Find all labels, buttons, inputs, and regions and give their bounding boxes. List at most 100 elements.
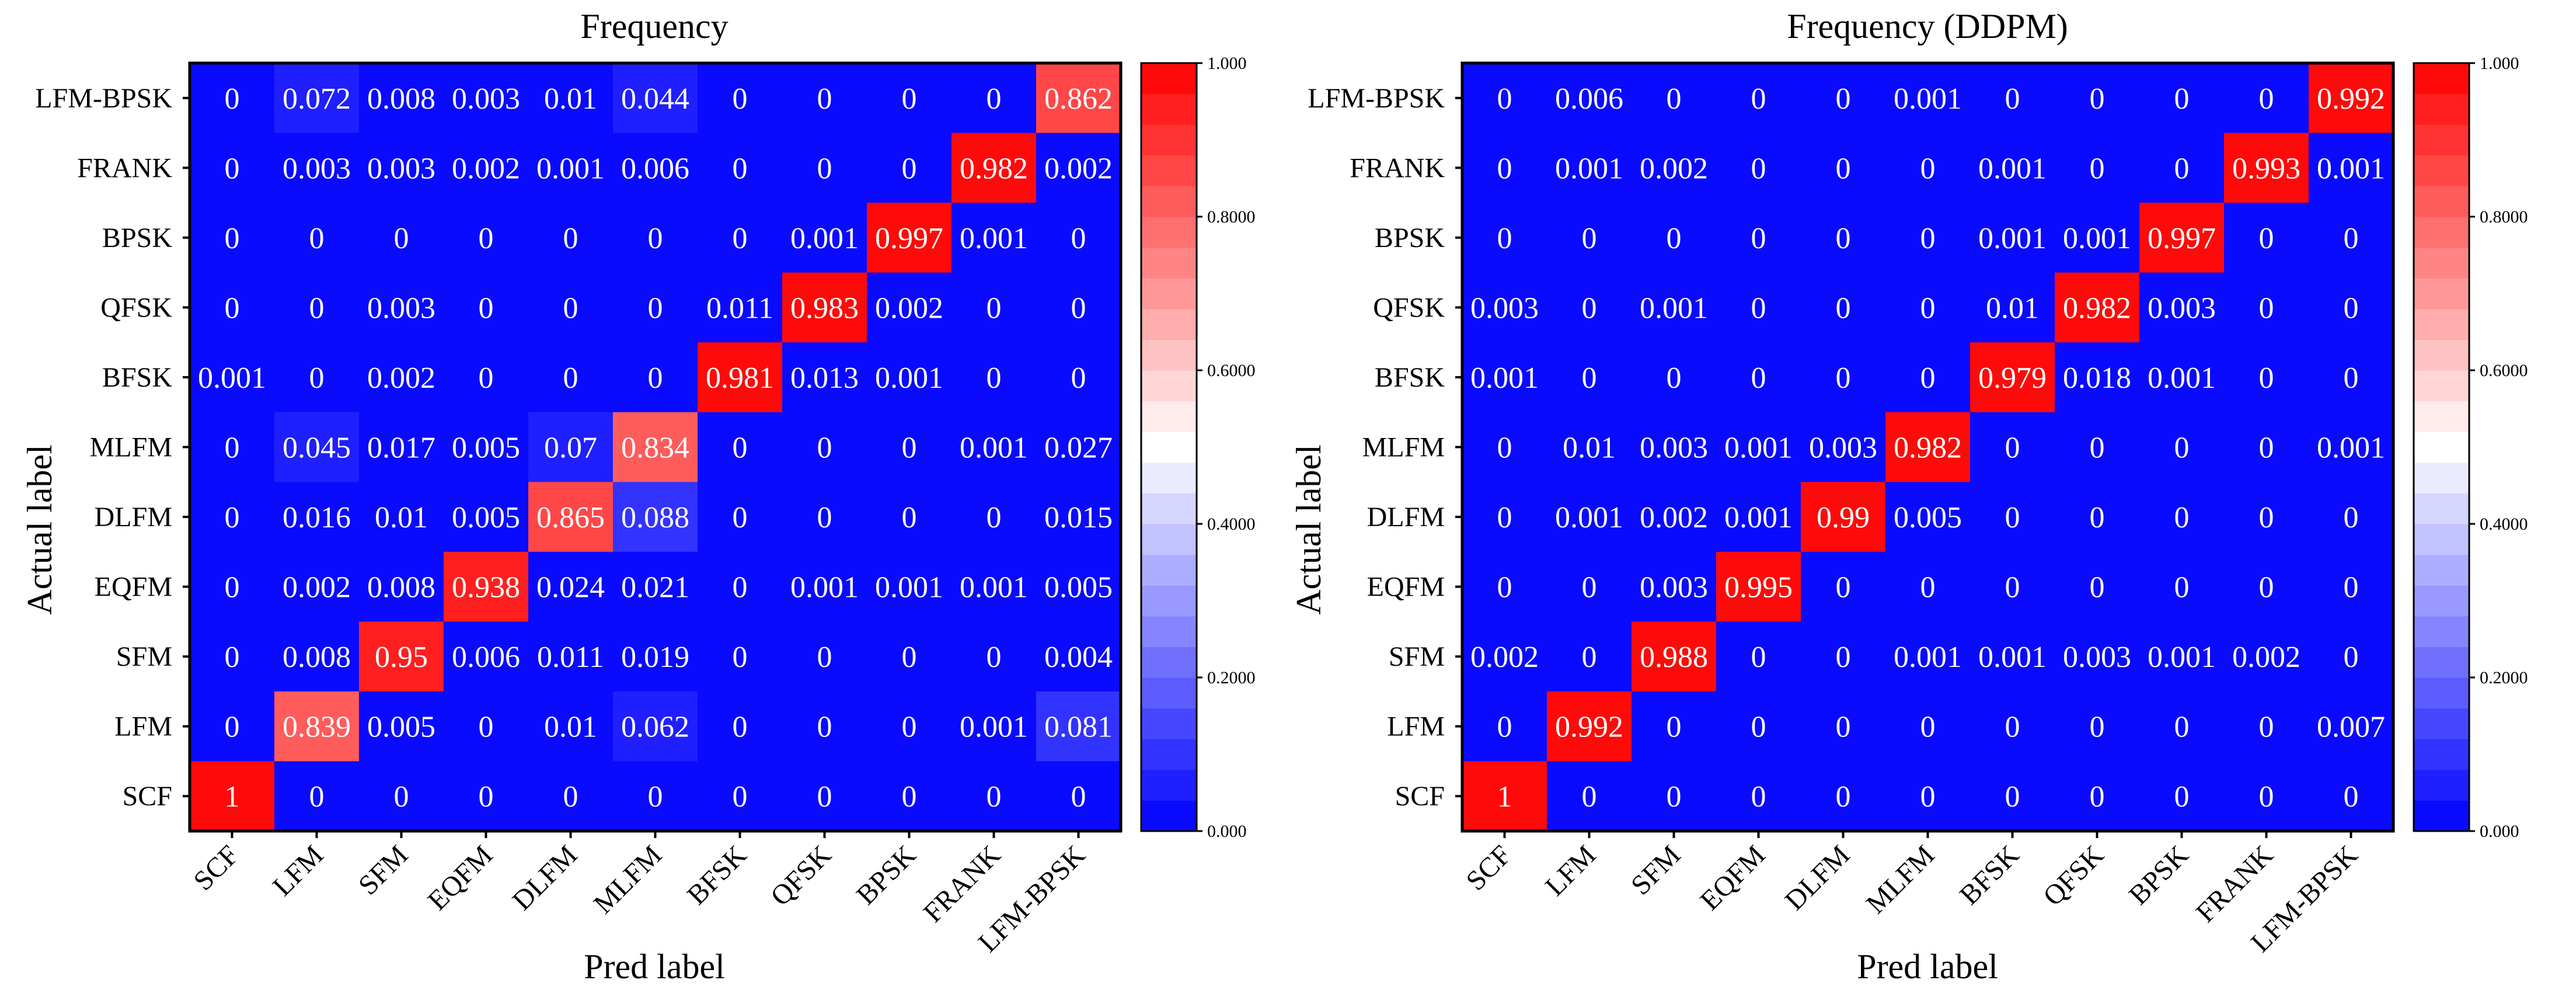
heatmap-cell xyxy=(444,482,529,552)
cell-value-label: 0 xyxy=(817,432,832,465)
heatmap-cell xyxy=(867,691,952,762)
heatmap-cell xyxy=(2224,551,2309,622)
heatmap-cell xyxy=(951,63,1037,134)
heatmap-cell xyxy=(190,761,275,832)
heatmap-cell xyxy=(2309,761,2394,832)
colorbar-band xyxy=(1141,217,1197,248)
cell-value-label: 0.003 xyxy=(1809,432,1877,465)
cell-value-label: 0 xyxy=(2090,82,2105,116)
cell-value-label: 0 xyxy=(225,641,240,674)
cell-value-label: 0 xyxy=(1836,711,1851,744)
cell-value-label: 0 xyxy=(563,362,578,395)
heatmap-cell xyxy=(951,482,1037,552)
heatmap-cell xyxy=(2309,203,2394,273)
cell-value-label: 0.865 xyxy=(536,501,605,534)
heatmap-cell xyxy=(2309,551,2394,622)
heatmap-cell xyxy=(613,551,698,622)
heatmap-cell xyxy=(359,342,444,413)
colorbar-band xyxy=(1141,308,1197,340)
cell-value-label: 0.003 xyxy=(452,82,520,116)
cell-value-label: 0 xyxy=(1920,362,1936,395)
colorbar-band xyxy=(2414,93,2469,125)
cell-value-label: 0 xyxy=(2005,501,2020,534)
cell-value-label: 0 xyxy=(2174,82,2190,116)
colorbar-tick-label: 0.000 xyxy=(1207,822,1247,841)
y-tick-label: FRANK xyxy=(1350,152,1445,183)
heatmap-cell xyxy=(2055,691,2140,762)
cell-value-label: 0 xyxy=(1751,641,1766,674)
heatmap-cell xyxy=(2224,412,2309,482)
colorbar-band xyxy=(1141,739,1197,770)
colorbar-band xyxy=(2414,401,2469,432)
cell-value-label: 0 xyxy=(1497,432,1512,465)
heatmap-cell xyxy=(1970,412,2055,482)
heatmap-cell xyxy=(1632,482,1717,552)
colorbar-band xyxy=(2414,554,2469,586)
cell-value-label: 0 xyxy=(2259,432,2274,465)
heatmap-cell xyxy=(1632,63,1717,134)
y-tick-labels: LFM-BPSK FRANK BPSK QFSK BFSK MLFM DLFM EQFM SFM… xyxy=(35,83,190,812)
cell-value-label: 0 xyxy=(1071,222,1086,255)
cell-value-label: 0 xyxy=(394,222,409,255)
heatmap-cell xyxy=(2224,203,2309,273)
heatmap-cell xyxy=(782,482,867,552)
heatmap-cell xyxy=(2139,761,2225,832)
cell-value-label: 0 xyxy=(2259,780,2274,814)
heatmap-cell xyxy=(528,691,614,762)
cell-value-label: 0 xyxy=(1071,291,1086,325)
y-tick-label: QFSK xyxy=(100,292,172,323)
cell-value-label: 0 xyxy=(2090,571,2105,604)
cell-value-label: 0.006 xyxy=(452,641,520,674)
cell-value-label: 0 xyxy=(2344,780,2359,814)
colorbar-band xyxy=(1141,616,1197,647)
y-tick-label: LFM-BPSK xyxy=(1308,83,1445,114)
heatmap-cell xyxy=(951,342,1037,413)
heatmap-cell xyxy=(1632,691,1717,762)
heatmap-cell xyxy=(1462,342,1547,413)
heatmap-cell xyxy=(274,412,360,482)
heatmap-cell xyxy=(274,63,360,134)
heatmap-cell xyxy=(1036,63,1121,134)
heatmap-cell xyxy=(1547,621,1632,692)
cell-value-label: 0.992 xyxy=(2317,82,2385,116)
cell-value-label: 0.001 xyxy=(1724,432,1793,465)
heatmap-cell xyxy=(2139,482,2225,552)
heatmap-cell xyxy=(1885,272,1971,343)
heatmap-cell xyxy=(2139,551,2225,622)
cell-value-label: 0 xyxy=(987,82,1002,116)
heatmap-cell xyxy=(613,761,698,832)
heatmap-cell xyxy=(190,342,275,413)
cell-value-label: 0.006 xyxy=(621,152,689,185)
cell-value-label: 0.005 xyxy=(1044,571,1113,604)
heatmap-cell xyxy=(359,272,444,343)
cell-value-label: 0 xyxy=(1751,362,1766,395)
heatmap-cell xyxy=(782,63,867,134)
cell-value-label: 0.001 xyxy=(790,222,859,255)
heatmap-cell xyxy=(2224,761,2309,832)
cell-value-label: 1 xyxy=(1497,780,1512,814)
cell-value-label: 0 xyxy=(733,780,748,814)
heatmap-cell xyxy=(190,133,275,203)
heatmap-cell xyxy=(1885,203,1971,273)
cell-value-label: 0.008 xyxy=(283,641,351,674)
cell-value-label: 0.001 xyxy=(536,152,605,185)
heatmap-cell xyxy=(528,203,614,273)
cell-value-label: 0.002 xyxy=(367,362,435,395)
heatmap-cell xyxy=(1885,621,1971,692)
y-tick-label: SCF xyxy=(1395,781,1445,812)
heatmap-cell xyxy=(1036,412,1121,482)
cell-value-label: 0.01 xyxy=(544,82,597,116)
cell-value-label: 0 xyxy=(902,711,917,744)
cell-value-label: 0.001 xyxy=(960,571,1028,604)
heatmap-cell xyxy=(1716,621,1801,692)
cell-value-label: 0 xyxy=(1836,291,1851,325)
cell-value-label: 0.004 xyxy=(1044,641,1113,674)
cell-value-label: 0 xyxy=(2259,501,2274,534)
cell-value-label: 0 xyxy=(1667,362,1682,395)
cell-value-label: 0.01 xyxy=(375,501,428,534)
heatmap-cell xyxy=(359,621,444,692)
x-axis-label: Pred label xyxy=(584,947,725,986)
cell-value-label: 0.001 xyxy=(1555,501,1623,534)
heatmap-cell xyxy=(1036,621,1121,692)
heatmap-cell xyxy=(1970,63,2055,134)
